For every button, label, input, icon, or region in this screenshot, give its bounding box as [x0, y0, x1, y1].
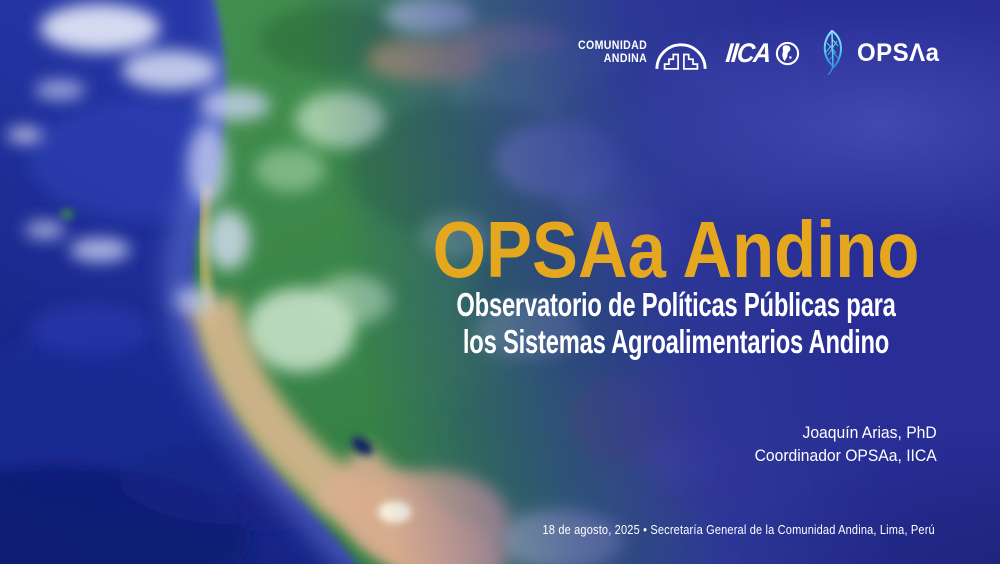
author-name: Joaquín Arias, PhD [802, 424, 937, 442]
comunidad-andina-line2: ANDINA [603, 53, 648, 65]
page-subtitle: Observatorio de Políticas Públicas para … [446, 286, 907, 360]
author-role: Coordinador OPSAa, IICA [754, 447, 937, 465]
comunidad-andina-line1: COMUNIDAD [577, 40, 648, 53]
page-title: OPSAa Andino [432, 205, 920, 294]
opsaa-logo: OPSΛa [816, 29, 943, 77]
subtitle-line1: Observatorio de Políticas Públicas para [456, 286, 896, 323]
andean-arch-icon [655, 42, 707, 70]
iica-logo: IICA [724, 38, 800, 69]
iica-wordmark: IICA [724, 37, 772, 68]
opsaa-wordmark: OPSΛa [857, 38, 940, 67]
comunidad-andina-logo: COMUNIDAD ANDINA [572, 35, 708, 72]
logo-bar: COMUNIDAD ANDINA IICA [572, 28, 943, 78]
author-block: Joaquín Arias, PhD Coordinador OPSAa, II… [755, 422, 937, 468]
subtitle-line2: los Sistemas Agroalimentarios Andino [462, 323, 890, 360]
globe-icon [775, 41, 800, 65]
title-block: OPSAa Andino Observatorio de Políticas P… [356, 205, 996, 361]
event-footer: 18 de agosto, 2025 • Secretaría General … [542, 523, 935, 537]
comunidad-andina-wordmark: COMUNIDAD ANDINA [578, 40, 647, 66]
leaf-icon [823, 29, 842, 76]
